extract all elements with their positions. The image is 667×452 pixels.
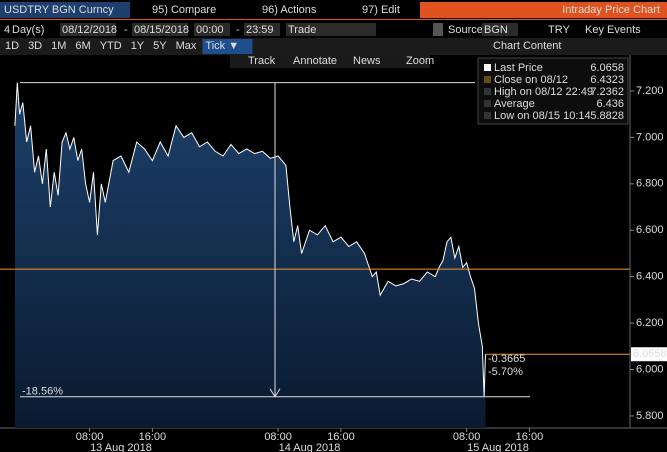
- legend-swatch: [484, 64, 491, 71]
- legend-label: High on 08/12 22:49: [494, 86, 593, 98]
- y-tick-label: 6.800: [636, 178, 664, 190]
- legend-value: 6.4323: [590, 74, 624, 86]
- legend-value: 6.0658: [590, 62, 624, 74]
- y-tick-label: 5.800: [636, 410, 664, 422]
- x-tick-label: 16:00: [327, 431, 355, 443]
- chart-tool[interactable]: Annotate: [293, 55, 337, 67]
- y-tick-label: 6.000: [636, 363, 664, 375]
- security: USDTRY BGN Curncy: [4, 4, 114, 16]
- setting-date-sep: -: [124, 24, 128, 36]
- range-change: -18.56%: [22, 386, 63, 398]
- setting-end[interactable]: 08/15/2018: [134, 24, 189, 36]
- tick-button[interactable]: Tick ▼: [205, 40, 239, 52]
- range-button[interactable]: 3D: [28, 40, 42, 52]
- setting-source[interactable]: BGN: [484, 24, 508, 36]
- range-button[interactable]: YTD: [100, 40, 122, 52]
- tick-box[interactable]: [202, 39, 253, 54]
- range-button[interactable]: 1Y: [131, 40, 145, 52]
- last-price-box: [631, 347, 667, 362]
- legend-swatch: [484, 100, 491, 107]
- chart-tool[interactable]: News: [353, 55, 381, 67]
- y-tick-label: 7.000: [636, 131, 664, 143]
- range-button[interactable]: 1D: [5, 40, 19, 52]
- y-tick-label: 6.400: [636, 271, 664, 283]
- legend-label: Close on 08/12: [494, 74, 568, 86]
- setting-time-end[interactable]: 23:59: [246, 24, 274, 36]
- date-label: 15 Aug 2018: [467, 442, 529, 452]
- range-arrow-head: [269, 388, 281, 398]
- legend-swatch: [484, 112, 491, 119]
- legend-label: Average: [494, 98, 535, 110]
- legend-value: 5.8828: [590, 110, 624, 122]
- legend-box: [477, 57, 629, 125]
- setting-time-sep: -: [236, 24, 240, 36]
- setting-start[interactable]: 08/12/2018: [62, 24, 117, 36]
- input-box[interactable]: [244, 23, 280, 36]
- page-title: Intraday Price Chart: [562, 4, 660, 16]
- chart-tool[interactable]: Track: [248, 55, 276, 67]
- input-box[interactable]: [482, 23, 518, 36]
- edit-button[interactable]: 97) Edit: [362, 4, 400, 16]
- x-tick-label: 16:00: [139, 431, 167, 443]
- input-box[interactable]: [132, 23, 188, 36]
- y-tick-label: 6.200: [636, 317, 664, 329]
- chart-tool[interactable]: Zoom: [406, 55, 434, 67]
- change-pct: -5.70%: [488, 366, 523, 378]
- setting-days-unit: Day(s): [12, 24, 44, 36]
- setting-field[interactable]: Trade: [288, 24, 316, 36]
- x-tick-label: 08:00: [76, 431, 104, 443]
- date-label: 13 Aug 2018: [90, 442, 152, 452]
- x-tick-label: 08:00: [453, 431, 481, 443]
- last-price-label: 6.0658: [633, 348, 667, 360]
- tools-bar: [230, 55, 430, 68]
- setting-key-events: Key Events: [585, 24, 641, 36]
- dropdown[interactable]: [433, 23, 443, 36]
- range-bar: [0, 38, 667, 55]
- y-tick-label: 6.600: [636, 224, 664, 236]
- title-bar: [420, 2, 667, 18]
- legend-swatch: [484, 76, 491, 83]
- legend-value: 7.2362: [590, 86, 624, 98]
- chart-content[interactable]: Chart Content: [493, 40, 561, 52]
- setting-source-label: Source: [448, 24, 483, 36]
- x-tick-label: 08:00: [264, 431, 292, 443]
- setting-days: 4: [4, 24, 10, 36]
- x-tick-label: 16:00: [516, 431, 544, 443]
- range-button[interactable]: 1M: [51, 40, 66, 52]
- price-area: [14, 82, 486, 428]
- input-box[interactable]: [286, 23, 376, 36]
- range-button[interactable]: 5Y: [153, 40, 167, 52]
- legend-swatch: [484, 88, 491, 95]
- change-abs: -0.3665: [488, 353, 525, 365]
- date-label: 14 Aug 2018: [279, 442, 341, 452]
- legend-label: Last Price: [494, 62, 543, 74]
- input-box[interactable]: [60, 23, 116, 36]
- range-button[interactable]: 6M: [75, 40, 90, 52]
- compare-button[interactable]: 95) Compare: [152, 4, 216, 16]
- setting-currency: TRY: [548, 24, 570, 36]
- legend-label: Low on 08/15 10:14: [494, 110, 591, 122]
- title-underline: [0, 19, 667, 20]
- setting-time-start[interactable]: 00:00: [196, 24, 224, 36]
- range-button[interactable]: Max: [176, 40, 197, 52]
- security-box[interactable]: [0, 2, 130, 18]
- y-tick-label: 7.200: [636, 85, 664, 97]
- actions-button[interactable]: 96) Actions: [262, 4, 317, 16]
- input-box[interactable]: [194, 23, 230, 36]
- legend-value: 6.436: [596, 98, 624, 110]
- price-line: [14, 82, 486, 397]
